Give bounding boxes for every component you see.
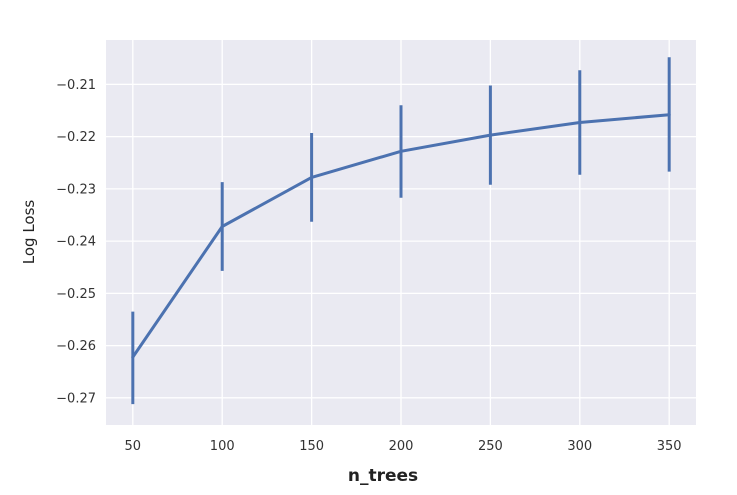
y-tick-label: −0.26 [56, 339, 96, 354]
y-tick-label: −0.25 [56, 287, 96, 302]
x-axis-label: n_trees [348, 466, 418, 486]
y-axis-label: Log Loss [20, 200, 38, 265]
x-tick-label: 200 [389, 439, 414, 454]
x-tick-label: 350 [657, 439, 682, 454]
x-tick-label: 50 [125, 439, 142, 454]
x-tick-label: 250 [478, 439, 503, 454]
x-tick-label: 100 [210, 439, 235, 454]
series-line-0 [131, 113, 671, 359]
x-tick-label: 150 [299, 439, 324, 454]
y-tick-labels: −0.27 −0.26 −0.25 −0.24 −0.23 −0.22 −0.21 [56, 78, 96, 406]
y-tick-label: −0.22 [56, 130, 96, 145]
y-tick-label: −0.21 [56, 78, 96, 93]
y-tick-label: −0.23 [56, 182, 96, 197]
y-tick-label: −0.24 [56, 235, 96, 250]
x-tick-label: 300 [567, 439, 592, 454]
y-tick-label: −0.27 [56, 391, 96, 406]
series-lines [131, 113, 671, 359]
grid [106, 40, 696, 425]
x-tick-labels: 50 100 150 200 250 300 350 [125, 439, 682, 454]
